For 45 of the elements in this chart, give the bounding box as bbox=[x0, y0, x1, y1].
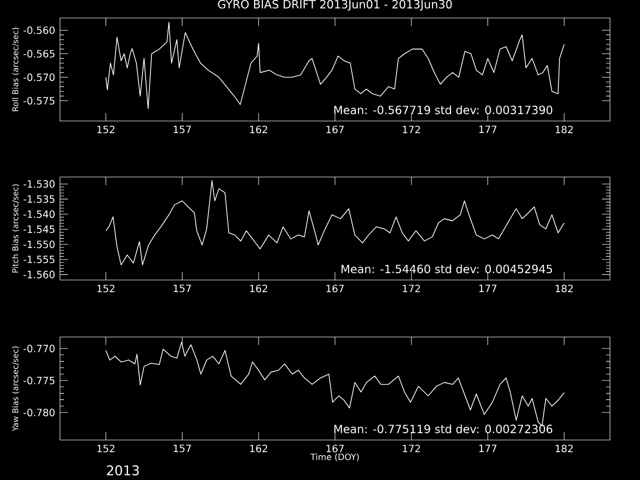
y-tick-label: -0.570 bbox=[24, 73, 55, 82]
x-tick-label: 172 bbox=[402, 444, 420, 452]
x-tick-label: 177 bbox=[479, 444, 496, 452]
y-tick-label: -1.555 bbox=[24, 256, 54, 264]
x-axis-title: Time (DOY) bbox=[310, 453, 359, 462]
x-tick-label: 157 bbox=[174, 126, 191, 134]
y-tick-label: -0.770 bbox=[24, 344, 55, 352]
y-tick-label: -1.545 bbox=[24, 226, 54, 233]
x-tick-label: 182 bbox=[556, 284, 573, 292]
x-tick-label: 172 bbox=[402, 126, 420, 134]
x-tick-label: 167 bbox=[326, 284, 344, 292]
annotation: Mean: -0.567719 std dev: 0.00317390 bbox=[334, 105, 552, 114]
x-tick-label: 162 bbox=[250, 444, 268, 452]
x-tick-label: 182 bbox=[556, 444, 573, 452]
y-tick-label: -0.560 bbox=[24, 26, 55, 34]
y-tick-label: -1.540 bbox=[24, 210, 55, 218]
chart-title: GYRO BIAS DRIFT 2013Jun01 - 2013Jun30 bbox=[218, 0, 452, 11]
x-tick-label: 152 bbox=[97, 284, 114, 292]
y-tick-label: -0.780 bbox=[24, 408, 55, 416]
y-axis-title: Pitch Bias (arcsec/sec) bbox=[12, 184, 20, 273]
x-tick-label: 162 bbox=[250, 126, 268, 134]
y-tick-label: -0.775 bbox=[24, 376, 54, 384]
x-tick-label: 162 bbox=[250, 284, 268, 292]
x-tick-label: 177 bbox=[479, 126, 496, 134]
y-tick-label: -1.560 bbox=[24, 270, 55, 278]
x-tick-label: 172 bbox=[402, 284, 420, 292]
annotation: Mean: -1.54460 std dev: 0.00452945 bbox=[342, 264, 552, 274]
x-tick-label: 177 bbox=[479, 284, 496, 292]
y-axis-title: Yaw Bias (arcsec/sec) bbox=[12, 346, 20, 432]
annotation: Mean: -0.775119 std dev: 0.00272306 bbox=[334, 424, 552, 434]
text: 2013 bbox=[106, 465, 139, 476]
x-tick-label: 157 bbox=[174, 284, 191, 292]
y-axis-title: Roll Bias (arcsec/sec) bbox=[12, 28, 20, 112]
y-tick-label: -0.565 bbox=[24, 50, 54, 58]
x-tick-label: 157 bbox=[174, 444, 191, 452]
y-tick-label: -1.530 bbox=[24, 180, 55, 188]
y-tick-label: -1.535 bbox=[24, 195, 54, 203]
x-tick-label: 152 bbox=[97, 444, 114, 452]
y-tick-label: -1.550 bbox=[24, 240, 55, 248]
y-tick-label: -0.575 bbox=[24, 97, 54, 105]
x-tick-label: 182 bbox=[556, 126, 573, 134]
x-tick-label: 167 bbox=[326, 444, 344, 452]
x-tick-label: 167 bbox=[326, 126, 344, 134]
x-tick-label: 152 bbox=[97, 126, 114, 134]
line-series bbox=[105, 180, 565, 266]
